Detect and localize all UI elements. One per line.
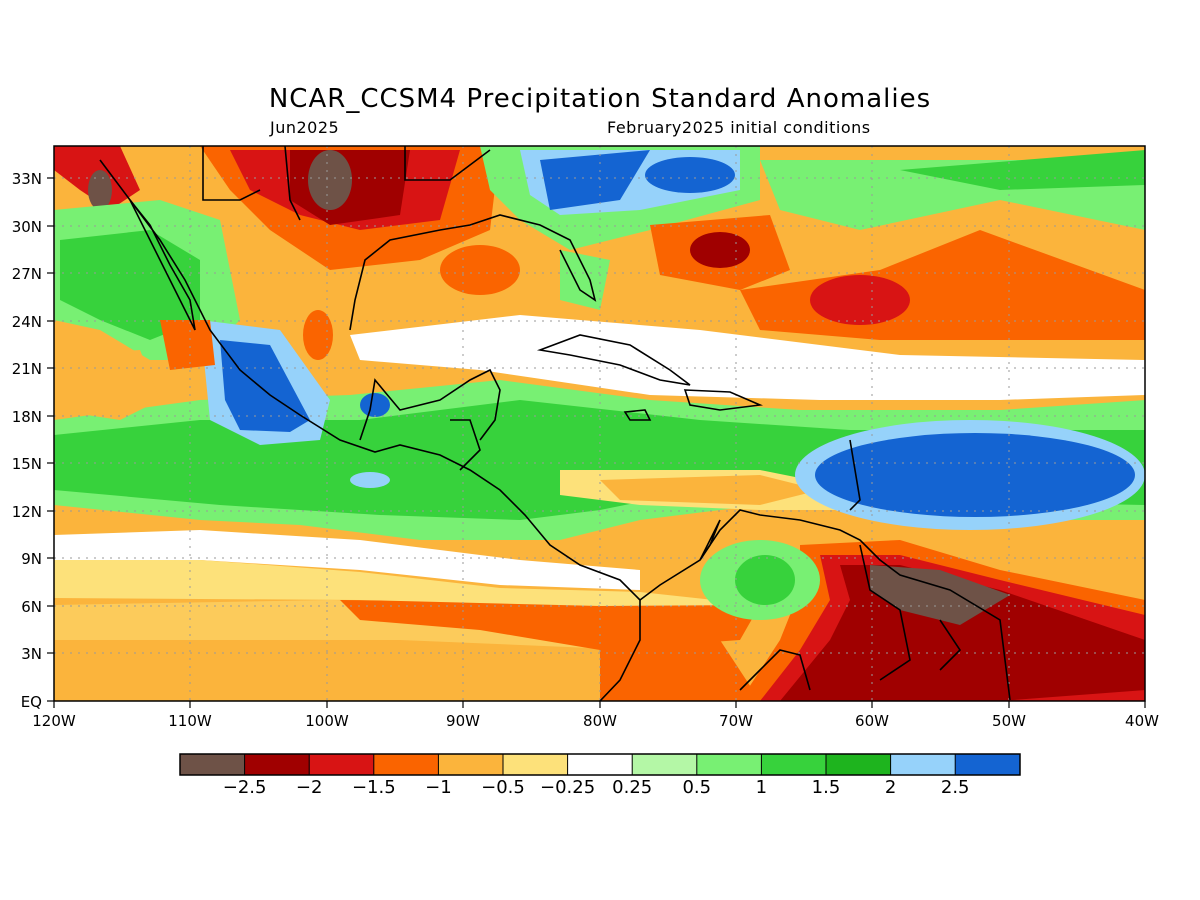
colorbar [179, 753, 1021, 776]
colorbar-swatch [309, 754, 374, 775]
anomaly-field [54, 146, 1145, 701]
lon-label: 90W [446, 712, 480, 730]
colorbar-label: −0.25 [540, 777, 596, 798]
colorbar-label: −1 [425, 777, 452, 798]
colorbar-swatch [632, 754, 697, 775]
colorbar-swatch [180, 754, 245, 775]
lon-label: 70W [719, 712, 753, 730]
colorbar-swatch [761, 754, 826, 775]
colorbar-label: 0.5 [682, 777, 712, 798]
colorbar-swatch [438, 754, 503, 775]
coastlines [99, 146, 1011, 701]
colorbar-swatch [890, 754, 956, 775]
lat-label: 6N [21, 598, 42, 616]
lon-label: 120W [32, 712, 76, 730]
lat-label: 30N [12, 218, 42, 236]
lon-label: 40W [1125, 712, 1159, 730]
lat-label: 21N [12, 360, 42, 378]
colorbar-label: −0.5 [481, 777, 525, 798]
colorbar-label: 0.25 [612, 777, 653, 798]
lat-label: 27N [12, 265, 42, 283]
colorbar-swatch [696, 754, 762, 775]
graticule [54, 146, 1145, 701]
longitude-labels: 120W 110W 100W 90W 80W 70W 60W 50W 40W [32, 712, 1159, 730]
lon-label: 100W [305, 712, 349, 730]
axis-ticks [47, 177, 1146, 708]
map-title: NCAR_CCSM4 Precipitation Standard Anomal… [268, 84, 932, 114]
forecast-month: Jun2025 [270, 118, 340, 137]
colorbar-label: 2.5 [940, 777, 970, 798]
colorbar-swatch [955, 754, 1020, 775]
lon-label: 110W [168, 712, 212, 730]
colorbar-label: 1 [755, 777, 768, 798]
lon-label: 60W [855, 712, 889, 730]
lat-label: 24N [12, 313, 42, 331]
colorbar-swatch [503, 754, 568, 775]
colorbar-label: 1.5 [811, 777, 841, 798]
lat-label: 15N [12, 455, 42, 473]
colorbar-swatch [826, 754, 891, 775]
lat-label: 33N [12, 170, 42, 188]
colorbar-swatch [244, 754, 310, 775]
colorbar-swatch [373, 754, 439, 775]
lat-label: 9N [21, 550, 42, 568]
colorbar-swatch [567, 754, 633, 775]
colorbar-label: −2.5 [222, 777, 267, 798]
lat-label: 18N [12, 408, 42, 426]
latitude-labels: 33N 30N 27N 24N 21N 18N 15N 12N 9N 6N 3N… [12, 170, 42, 711]
lon-label: 50W [992, 712, 1026, 730]
colorbar-label: −2 [295, 777, 323, 798]
lat-label: EQ [21, 693, 42, 711]
initial-conditions: February2025 initial conditions [607, 118, 871, 137]
lon-label: 80W [583, 712, 617, 730]
lat-label: 12N [12, 503, 42, 521]
lat-label: 3N [21, 645, 42, 663]
colorbar-label: −1.5 [351, 777, 396, 798]
colorbar-label: 2 [884, 777, 897, 798]
